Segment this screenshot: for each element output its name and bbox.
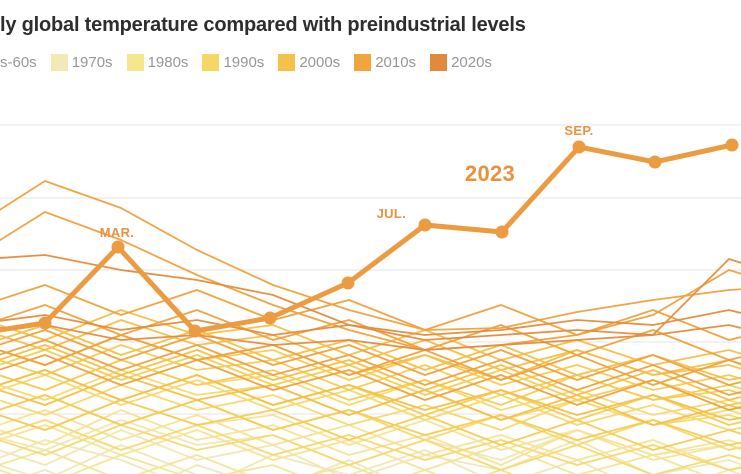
legend-swatch-icon — [202, 54, 220, 71]
legend-item-s60s: s-60s — [0, 54, 37, 71]
page-title: ly global temperature compared with prei… — [0, 14, 526, 36]
year-line-2010s — [0, 354, 741, 411]
data-point-dot-feb — [38, 316, 52, 330]
year-line-2000s — [0, 319, 741, 376]
data-point-dot-sep — [572, 140, 586, 154]
legend-item-2020s: 2020s — [430, 54, 492, 71]
legend-item-label: 2000s — [299, 54, 341, 71]
year-line-2000s — [0, 344, 741, 401]
temperature-chart: MAR. JUL. SEP. 2023 — [0, 100, 741, 474]
year-label-2023: 2023 — [465, 161, 515, 186]
month-label-mar: MAR. — [100, 225, 134, 240]
legend-swatch-icon — [430, 54, 448, 71]
data-point-dot-mar — [111, 240, 125, 254]
year-line-2010s — [0, 334, 741, 386]
year-line-2010s — [0, 304, 741, 361]
data-point-dot-oct — [648, 155, 662, 169]
legend-swatch-icon — [354, 54, 372, 71]
year-line-2000s — [0, 309, 741, 366]
data-point-dot-nov — [725, 138, 739, 152]
legend-item-1990s: 1990s — [202, 54, 264, 71]
legend-swatch-icon — [50, 54, 68, 71]
temperature-chart-svg: MAR. JUL. SEP. 2023 — [0, 123, 741, 474]
data-point-dot-may — [263, 311, 277, 325]
year-line-1940s-60s — [0, 439, 741, 474]
year-line-2010s — [0, 180, 741, 331]
year-line-1970s — [0, 409, 741, 471]
legend-item-label: 1970s — [71, 54, 113, 71]
legend-item-1980s: 1980s — [126, 54, 189, 71]
data-point-dot-jul — [418, 218, 432, 232]
legend-item-label: 2010s — [375, 54, 417, 71]
year-line-1980s — [0, 424, 741, 474]
data-point-dot-jun — [341, 276, 355, 290]
decade-legend: s-60s 1970s 1980s 1990s 2000s 2010s 2020s — [0, 54, 492, 71]
legend-item-label: 2020s — [451, 54, 492, 71]
legend-item-2010s: 2010s — [354, 54, 416, 71]
year-line-1980s — [0, 419, 741, 471]
year-line-1990s — [0, 399, 741, 451]
year-line-2020s — [0, 324, 741, 351]
data-point-dot-aug — [495, 225, 509, 239]
legend-item-1970s: 1970s — [50, 54, 113, 71]
legend-swatch-icon — [126, 54, 144, 71]
month-label-jul: JUL. — [377, 206, 406, 221]
legend-item-label: 1980s — [147, 54, 189, 71]
year-line-2010s — [0, 339, 741, 396]
year-line-2010s — [0, 211, 741, 351]
year-line-2010s — [0, 329, 741, 386]
year-line-2010s — [0, 284, 741, 341]
year-line-2020s — [0, 257, 741, 341]
month-label-sep: SEP. — [564, 123, 593, 138]
year-line-1980s — [0, 374, 741, 431]
legend-item-label: 1990s — [223, 54, 265, 71]
data-point-dot-apr — [188, 324, 202, 338]
legend-item-2000s: 2000s — [278, 54, 340, 71]
legend-swatch-icon — [278, 54, 296, 71]
year-line-1970s — [0, 454, 438, 474]
year-line-1970s — [0, 424, 704, 474]
year-line-1970s — [0, 409, 741, 466]
legend-item-label: s-60s — [0, 54, 37, 71]
year-line-1990s — [0, 394, 741, 446]
year-line-2000s — [0, 369, 741, 421]
